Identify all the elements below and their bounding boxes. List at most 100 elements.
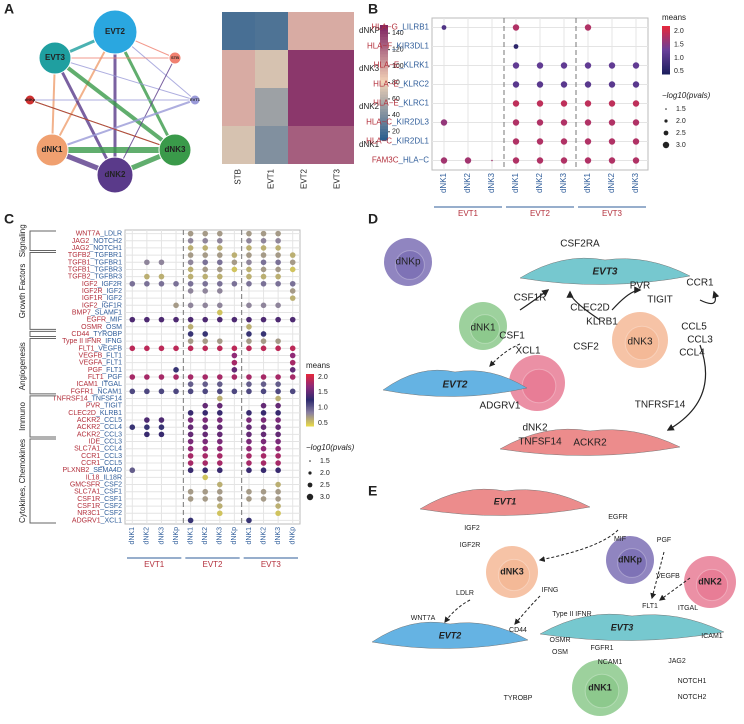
dot [246,273,252,280]
diagram-label: CCL5 [681,322,707,333]
dot [275,316,281,323]
dot [275,395,281,402]
heatmap-cell [255,12,288,50]
dot [289,288,296,294]
dot [216,309,223,316]
dot [260,417,267,423]
dot [246,445,252,452]
node-label: EVT2 [105,27,126,36]
colorbar-step [662,36,670,39]
diagram-label: CLEC2D [570,303,609,314]
dot [202,453,209,459]
dot [275,431,281,438]
col-label: dNK2 [202,527,209,545]
dot [246,424,252,430]
dot [246,374,252,380]
row-label: IGF2R_IGF2 [82,288,122,295]
colorbar-step [380,71,388,75]
group-label: EVT1 [144,560,165,569]
arrow [519,289,550,311]
colorbar-step [306,387,314,389]
dot [158,374,165,380]
size-legend-dot [306,493,314,501]
dot [202,388,209,395]
dot [216,252,223,258]
dot [491,159,493,162]
heatmap-cell [321,12,354,50]
row-label: OSMR_OSM [81,324,122,331]
dot [144,424,150,430]
diagram-label: EVT2 [442,380,467,391]
dot [246,345,252,352]
size-legend-dot [663,130,669,136]
dot [260,410,267,416]
dot [173,345,179,352]
colorbar-step [662,42,670,45]
nk-cell-nucleus [617,548,647,578]
dot [158,316,165,323]
dot [187,345,194,352]
dot [275,417,281,423]
dot [129,280,136,287]
row-label: CCR1_CCL5 [81,460,122,467]
dot [246,417,252,423]
dot [216,273,223,280]
dot [202,410,209,416]
dot [512,100,520,107]
colorbar-step [306,414,314,417]
col-label: dNK3 [559,172,568,193]
diagram-label: EVT3 [592,267,617,278]
diagram-label: Type II IFNR [552,611,591,618]
diagram-label: TNFRSF14 [635,400,686,411]
dot [216,503,223,509]
diagram-label: EVT1 [494,496,517,506]
colorbar-label: 80 [392,79,400,86]
colorbar-step [662,47,670,50]
colorbar-step [380,45,388,49]
dot [231,345,238,352]
dot [202,338,209,344]
dot [187,316,194,323]
colorbar-step [380,42,388,46]
dot [187,453,194,459]
dot [187,424,194,430]
diagram-label: ADGRV1 [480,401,521,412]
row-label: EGFR_MIF [87,316,122,323]
diagram-label: FGFR1 [591,645,614,652]
diagram-label: FLT1 [642,603,658,610]
dot [560,119,568,126]
size-legend-title: −log10(pvals) [662,91,711,100]
dot [187,374,194,380]
dot [187,302,194,309]
dot [608,62,616,69]
colorbar-step [662,52,670,55]
dot [260,381,267,387]
colorbar-step [380,105,388,109]
group-bracket [29,252,56,330]
dot [275,438,281,445]
dot [144,431,150,438]
dot [512,81,520,88]
colorbar-step [380,65,388,69]
dashed-arrow [650,551,665,600]
dot [187,230,194,237]
dot [173,316,179,323]
dot [187,431,194,438]
colorbar-step [662,38,670,40]
diagram-label: TNFSF14 [518,437,562,448]
network-edge [29,99,176,151]
colorbar-step [306,385,314,388]
network-node [168,51,182,65]
node-label: dNK1 [42,145,63,154]
dot [260,438,267,445]
dot [536,157,544,164]
colorbar-step [662,54,670,57]
dot [275,445,281,452]
panel-label: E [368,483,377,499]
heatmap-cell [255,126,288,164]
dot [275,237,281,244]
trophoblast [382,369,528,397]
dot [260,331,267,337]
dot [216,402,223,409]
